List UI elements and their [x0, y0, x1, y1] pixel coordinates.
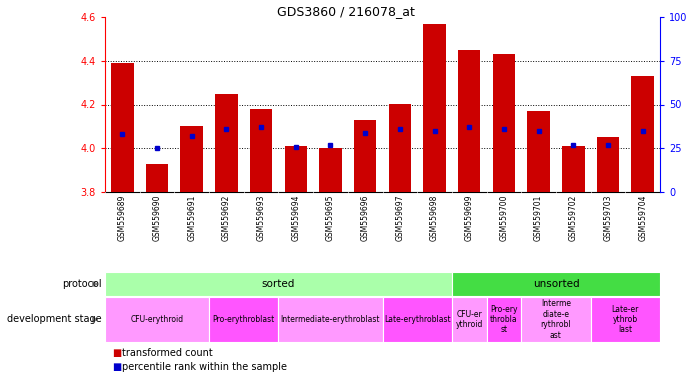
Text: ■: ■ — [112, 362, 121, 372]
Text: GSM559697: GSM559697 — [395, 194, 404, 241]
Bar — [388, 104, 411, 192]
Text: Late-er
ythrob
last: Late-er ythrob last — [612, 305, 639, 334]
Bar — [597, 137, 619, 192]
Text: GSM559700: GSM559700 — [500, 194, 509, 241]
Text: Interme
diate-e
rythrobl
ast: Interme diate-e rythrobl ast — [540, 300, 571, 339]
Text: GSM559690: GSM559690 — [153, 194, 162, 241]
Text: GSM559693: GSM559693 — [256, 194, 265, 241]
Bar — [285, 146, 307, 192]
Text: GSM559703: GSM559703 — [603, 194, 612, 241]
Text: Pro-ery
throbla
st: Pro-ery throbla st — [490, 305, 518, 334]
Text: GSM559694: GSM559694 — [292, 194, 301, 241]
Bar — [452, 272, 660, 296]
Text: Intermediate-erythroblast: Intermediate-erythroblast — [281, 315, 380, 324]
Text: GSM559701: GSM559701 — [534, 194, 543, 241]
Text: GDS3860 / 216078_at: GDS3860 / 216078_at — [276, 5, 415, 18]
Bar — [319, 148, 342, 192]
Text: protocol: protocol — [62, 279, 102, 289]
Bar — [146, 164, 169, 192]
Text: GSM559699: GSM559699 — [465, 194, 474, 241]
Text: transformed count: transformed count — [122, 348, 213, 358]
Text: Pro-erythroblast: Pro-erythroblast — [213, 315, 275, 324]
Text: GSM559692: GSM559692 — [222, 194, 231, 241]
Text: GSM559704: GSM559704 — [638, 194, 647, 241]
Bar — [521, 297, 591, 342]
Bar — [493, 54, 515, 192]
Text: unsorted: unsorted — [533, 279, 579, 289]
Text: sorted: sorted — [262, 279, 295, 289]
Bar — [180, 126, 203, 192]
Bar — [278, 297, 383, 342]
Bar — [105, 297, 209, 342]
Text: GSM559695: GSM559695 — [326, 194, 335, 241]
Text: GSM559689: GSM559689 — [118, 194, 127, 241]
Bar — [383, 297, 452, 342]
Text: CFU-er
ythroid: CFU-er ythroid — [455, 310, 483, 329]
Bar — [215, 94, 238, 192]
Bar — [354, 120, 377, 192]
Text: development stage: development stage — [7, 314, 102, 324]
Bar — [527, 111, 550, 192]
Text: GSM559691: GSM559691 — [187, 194, 196, 241]
Bar — [111, 63, 133, 192]
Text: GSM559696: GSM559696 — [361, 194, 370, 241]
Text: GSM559702: GSM559702 — [569, 194, 578, 241]
Text: GSM559698: GSM559698 — [430, 194, 439, 241]
Bar — [458, 50, 480, 192]
Text: Late-erythroblast: Late-erythroblast — [384, 315, 451, 324]
Text: CFU-erythroid: CFU-erythroid — [131, 315, 184, 324]
Bar — [250, 109, 272, 192]
Bar — [105, 272, 452, 296]
Text: ■: ■ — [112, 348, 121, 358]
Bar — [562, 146, 585, 192]
Bar — [452, 297, 486, 342]
Bar — [486, 297, 521, 342]
Bar — [632, 76, 654, 192]
Bar — [591, 297, 660, 342]
Text: percentile rank within the sample: percentile rank within the sample — [122, 362, 287, 372]
Bar — [424, 23, 446, 192]
Bar — [209, 297, 278, 342]
